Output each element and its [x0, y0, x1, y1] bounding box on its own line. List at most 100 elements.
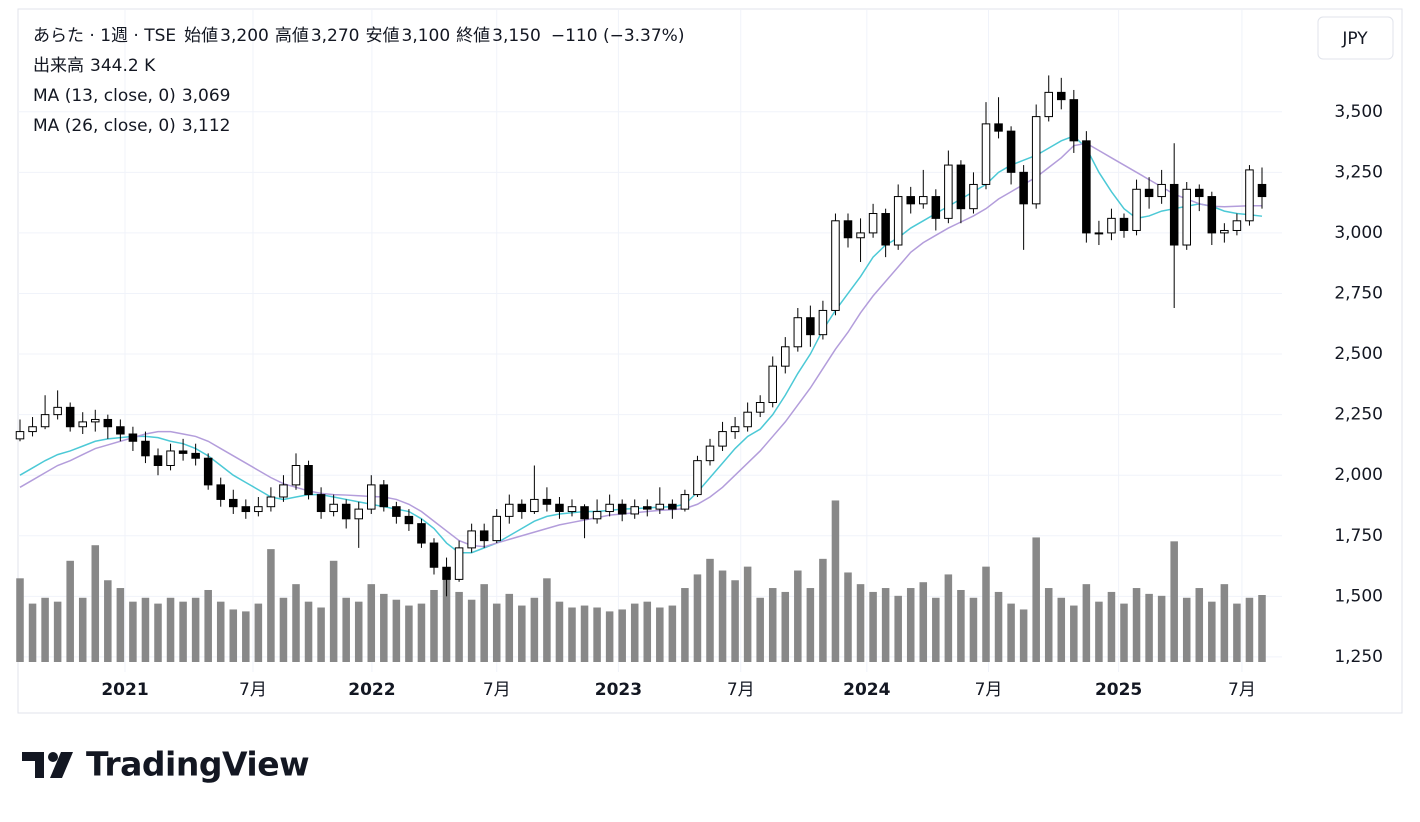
candle-body [1082, 140, 1091, 234]
volume-bar [919, 582, 928, 662]
logo-mark [50, 752, 73, 778]
candle-body [906, 196, 915, 205]
candle-body [668, 503, 677, 510]
y-tick-label: 2,000 [1334, 465, 1383, 485]
volume-bar [743, 566, 752, 662]
candle-body [1220, 229, 1229, 234]
volume-bar [768, 588, 777, 662]
candle-body [931, 196, 941, 219]
candle-body [1094, 232, 1104, 235]
candle-body [492, 515, 501, 542]
volume-bar [1019, 609, 1028, 662]
candle-body [354, 508, 363, 520]
candle-body [1157, 183, 1166, 198]
y-tick-label: 2,250 [1334, 405, 1383, 425]
candle-body [65, 406, 75, 428]
candle-body [304, 465, 313, 496]
volume-bar [731, 580, 739, 662]
candle-body [881, 213, 890, 246]
volume-bar [1182, 597, 1191, 662]
candle-body [793, 317, 803, 348]
candle-body [128, 433, 138, 442]
volume-bar [1145, 593, 1153, 662]
volume-bar [505, 593, 514, 662]
candle-body [1057, 91, 1066, 101]
candle-body [379, 484, 389, 508]
logo-mark [48, 752, 58, 762]
candle-body [617, 503, 627, 515]
volume-bar [693, 574, 702, 662]
volume-bar [1057, 597, 1066, 662]
candle-body [567, 506, 577, 513]
volume-bar [242, 611, 250, 662]
y-tick-label: 2,750 [1334, 283, 1383, 303]
ma-name: MA (13, close, 0) [33, 86, 176, 106]
y-tick-label: 3,000 [1334, 223, 1383, 243]
volume-bar [342, 597, 350, 662]
logo: TradingView [22, 745, 310, 784]
volume-bar [78, 597, 87, 662]
ohlc-name: 始値 [184, 26, 218, 46]
currency-box[interactable] [1317, 16, 1394, 60]
y-tick-label: 2,500 [1334, 344, 1383, 364]
volume-bar [430, 589, 438, 662]
volume-bar [1120, 603, 1128, 662]
volume-bar [844, 572, 852, 662]
volume-bar [668, 605, 677, 662]
candle-body [818, 309, 828, 336]
currency[interactable]: JPY [1341, 29, 1368, 49]
volume-bar [1082, 584, 1091, 662]
volume-bar [1070, 605, 1078, 662]
candle-body [91, 418, 100, 423]
y-tick-label: 1,500 [1334, 586, 1383, 606]
x-tick-label: 2025 [1095, 680, 1142, 700]
candle-body [919, 196, 928, 205]
volume-bar [1258, 595, 1266, 662]
candle-body [969, 183, 978, 210]
volume-bar [957, 589, 965, 662]
header: あらた · 1週 · TSE 始値 3,200 高値 3,270 安値 3,100 終値 3,1… [33, 26, 684, 136]
volume-bar [605, 611, 614, 662]
candle-body [1232, 220, 1242, 231]
candle-body [592, 511, 602, 520]
volume-bar [806, 588, 815, 662]
volume-bar [630, 603, 639, 662]
volume-bar [1220, 584, 1229, 662]
candle-body [1031, 116, 1041, 205]
candle-body [191, 452, 200, 459]
candle-body [1144, 188, 1154, 198]
volume-bar [166, 597, 175, 662]
volume-bar [329, 560, 338, 662]
volume-bar [392, 599, 401, 662]
volume-bar [580, 605, 589, 662]
candle-body [116, 426, 125, 435]
volume-bar [492, 603, 501, 662]
candle-body [856, 232, 865, 239]
candle-body [266, 496, 276, 508]
volume-bar [455, 591, 463, 662]
volume-bar [304, 601, 313, 662]
candle-body [843, 220, 853, 239]
volume-bar [317, 607, 325, 662]
candle-body [505, 503, 514, 517]
volume-bar [1107, 591, 1116, 662]
candle-body [203, 457, 213, 486]
candle-body [166, 450, 175, 467]
volume-bar [643, 601, 652, 662]
volume-value: 344.2 K [90, 56, 156, 76]
ohlc-value: 3,150 [492, 26, 541, 46]
candle-body [103, 418, 113, 428]
volume-bar [656, 607, 664, 662]
x-tick-label: 7月 [975, 680, 1003, 700]
candle-body [705, 445, 715, 462]
volume-bar [543, 578, 551, 662]
volume-bar [555, 601, 564, 662]
volume-bar [41, 597, 49, 662]
candle-body [530, 498, 539, 513]
candle-body [555, 503, 564, 513]
candle-body [956, 164, 966, 210]
volume-bar [467, 599, 476, 662]
candle-body [40, 414, 50, 428]
candle-body [693, 460, 702, 496]
